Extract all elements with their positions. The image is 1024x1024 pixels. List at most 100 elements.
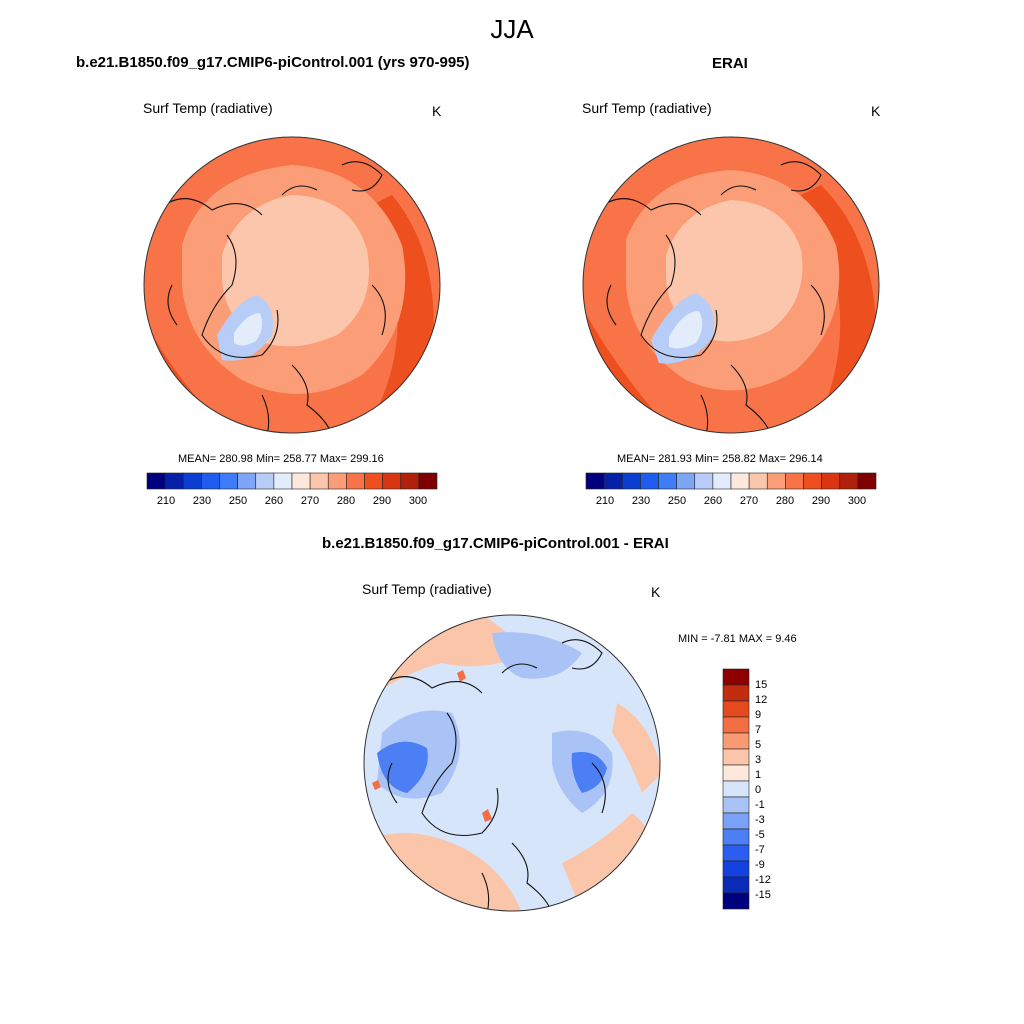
colorbar-tick: -5 <box>755 829 765 841</box>
panel-3-variable: Surf Temp (radiative) <box>362 581 492 597</box>
colorbar-tick: 250 <box>667 495 687 507</box>
colorbar-swatch <box>722 716 750 734</box>
colorbar-tick: 230 <box>631 495 651 507</box>
colorbar-tick: 280 <box>775 495 795 507</box>
colorbar-swatch <box>722 844 750 862</box>
colorbar-swatch <box>164 472 184 490</box>
colorbar-tick: 210 <box>595 495 615 507</box>
colorbar-swatch <box>821 472 841 490</box>
map-3-cold-east <box>571 752 607 793</box>
panel-3-colorbar <box>722 668 750 910</box>
colorbar-tick: 290 <box>372 495 392 507</box>
map-2-coastlines <box>590 161 825 433</box>
colorbar-swatch <box>722 812 750 830</box>
panel-2-stats: MEAN= 281.93 Min= 258.82 Max= 296.14 <box>617 453 823 465</box>
colorbar-swatch <box>712 472 732 490</box>
colorbar-tick: 260 <box>703 495 723 507</box>
panel-1-stats: MEAN= 280.98 Min= 258.77 Max= 299.16 <box>178 453 384 465</box>
colorbar-tick: 280 <box>336 495 356 507</box>
colorbar-tick: 5 <box>755 739 762 751</box>
panel-2-colorbar <box>585 472 877 490</box>
colorbar-swatch <box>857 472 877 490</box>
colorbar-swatch <box>676 472 696 490</box>
panel-2-units: K <box>871 103 881 119</box>
panel-2-title: ERAI <box>712 55 748 72</box>
colorbar-tick: 300 <box>847 495 867 507</box>
colorbar-tick: 250 <box>228 495 248 507</box>
colorbar-swatch <box>382 472 402 490</box>
colorbar-swatch <box>201 472 220 490</box>
map-1-coastlines <box>151 161 386 433</box>
colorbar-tick: 9 <box>755 709 762 721</box>
panel-3-colorbar-ticks: 15 12 9 7 5 3 1 0 -1 -3 -5 -7 -9 -12 -15 <box>755 669 795 909</box>
colorbar-swatch <box>722 860 750 878</box>
map-3-cold-west <box>377 741 428 793</box>
colorbar-tick: 3 <box>755 754 762 766</box>
season-title: JJA <box>490 14 534 44</box>
map-2-border <box>582 136 880 434</box>
colorbar-swatch <box>722 780 750 798</box>
panel-2-variable: Surf Temp (radiative) <box>582 100 712 116</box>
colorbar-swatch <box>364 472 383 490</box>
colorbar-swatch <box>803 472 822 490</box>
colorbar-swatch <box>585 472 605 490</box>
colorbar-swatch <box>722 828 750 846</box>
panel-2-colorbar-ticks: 210 230 250 260 270 280 290 300 <box>586 495 876 509</box>
colorbar-swatch <box>658 472 677 490</box>
panel-1-colorbar <box>146 472 438 490</box>
colorbar-swatch <box>722 748 750 766</box>
colorbar-tick: -9 <box>755 859 765 871</box>
panel-1-title: b.e21.B1850.f09_g17.CMIP6-piControl.001 … <box>76 54 470 71</box>
colorbar-swatch <box>722 668 750 686</box>
colorbar-tick: -1 <box>755 799 765 811</box>
colorbar-swatch <box>327 472 347 490</box>
panel-2-map <box>582 136 880 434</box>
colorbar-swatch <box>640 472 659 490</box>
colorbar-tick: -12 <box>755 874 771 886</box>
colorbar-swatch <box>182 472 202 490</box>
colorbar-swatch <box>273 472 293 490</box>
colorbar-tick: -15 <box>755 889 771 901</box>
colorbar-tick: 290 <box>811 495 831 507</box>
colorbar-swatch <box>722 684 750 702</box>
colorbar-tick: 15 <box>755 679 768 691</box>
panel-3-map <box>363 614 661 912</box>
colorbar-tick: 270 <box>739 495 759 507</box>
map-1-greenland-core <box>234 313 263 346</box>
colorbar-swatch <box>766 472 786 490</box>
panel-1-variable: Surf Temp (radiative) <box>143 100 273 116</box>
colorbar-swatch <box>146 472 166 490</box>
colorbar-tick: 300 <box>408 495 428 507</box>
colorbar-swatch <box>722 876 750 894</box>
colorbar-swatch <box>722 764 750 782</box>
colorbar-tick: 210 <box>156 495 176 507</box>
colorbar-swatch <box>237 472 257 490</box>
map-1-border <box>143 136 441 434</box>
map-3-coastlines <box>371 639 606 911</box>
colorbar-swatch <box>722 732 750 750</box>
colorbar-tick: 0 <box>755 784 762 796</box>
colorbar-swatch <box>839 472 859 490</box>
panel-1-map <box>143 136 441 434</box>
colorbar-swatch <box>309 472 329 490</box>
colorbar-swatch <box>748 472 768 490</box>
map-3-cool-north <box>492 632 582 679</box>
colorbar-swatch <box>722 892 750 910</box>
colorbar-swatch <box>255 472 275 490</box>
map-2-greenland-core <box>669 311 703 349</box>
panel-3-units: K <box>651 584 661 600</box>
colorbar-swatch <box>694 472 714 490</box>
panel-3-stats: MIN = -7.81 MAX = 9.46 <box>678 633 797 645</box>
colorbar-tick: 12 <box>755 694 768 706</box>
map-3-border <box>363 614 661 912</box>
colorbar-tick: -7 <box>755 844 765 856</box>
colorbar-tick: 7 <box>755 724 762 736</box>
colorbar-swatch <box>219 472 238 490</box>
colorbar-swatch <box>730 472 750 490</box>
map-3-warm-east <box>612 703 660 793</box>
colorbar-tick: -3 <box>755 814 765 826</box>
colorbar-swatch <box>346 472 365 490</box>
colorbar-swatch <box>722 700 750 718</box>
panel-1-units: K <box>432 103 442 119</box>
colorbar-swatch <box>418 472 438 490</box>
